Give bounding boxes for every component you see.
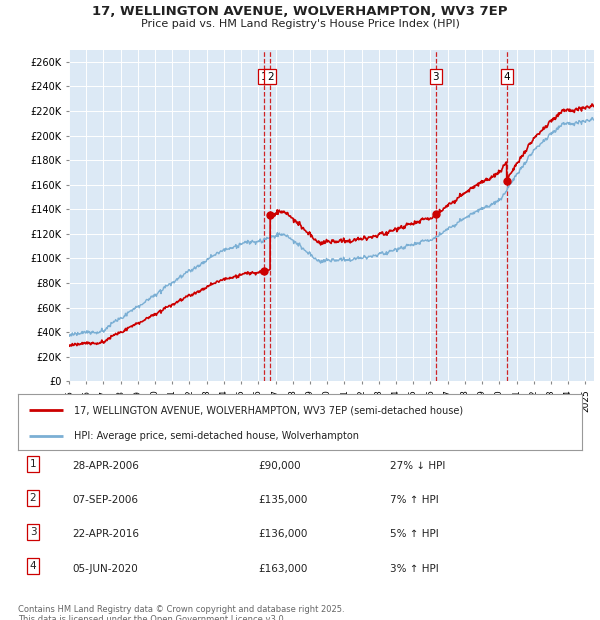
Text: 1: 1 [260,72,267,82]
Text: 4: 4 [29,561,37,571]
Text: 05-JUN-2020: 05-JUN-2020 [72,564,138,574]
Text: 7% ↑ HPI: 7% ↑ HPI [390,495,439,505]
Text: Price paid vs. HM Land Registry's House Price Index (HPI): Price paid vs. HM Land Registry's House … [140,19,460,29]
Text: £135,000: £135,000 [258,495,307,505]
Text: 22-APR-2016: 22-APR-2016 [72,529,139,539]
Text: £90,000: £90,000 [258,461,301,471]
Text: Contains HM Land Registry data © Crown copyright and database right 2025.
This d: Contains HM Land Registry data © Crown c… [18,604,344,620]
Text: £163,000: £163,000 [258,564,307,574]
Text: 2: 2 [267,72,274,82]
Text: 28-APR-2006: 28-APR-2006 [72,461,139,471]
Text: HPI: Average price, semi-detached house, Wolverhampton: HPI: Average price, semi-detached house,… [74,430,359,441]
Text: 4: 4 [503,72,510,82]
Text: 17, WELLINGTON AVENUE, WOLVERHAMPTON, WV3 7EP: 17, WELLINGTON AVENUE, WOLVERHAMPTON, WV… [92,5,508,18]
Text: 17, WELLINGTON AVENUE, WOLVERHAMPTON, WV3 7EP (semi-detached house): 17, WELLINGTON AVENUE, WOLVERHAMPTON, WV… [74,405,464,415]
Text: £136,000: £136,000 [258,529,307,539]
Text: 5% ↑ HPI: 5% ↑ HPI [390,529,439,539]
Text: 1: 1 [29,459,37,469]
Text: 3% ↑ HPI: 3% ↑ HPI [390,564,439,574]
Text: 3: 3 [433,72,439,82]
Text: 27% ↓ HPI: 27% ↓ HPI [390,461,445,471]
Text: 3: 3 [29,527,37,537]
Text: 2: 2 [29,493,37,503]
Text: 07-SEP-2006: 07-SEP-2006 [72,495,138,505]
